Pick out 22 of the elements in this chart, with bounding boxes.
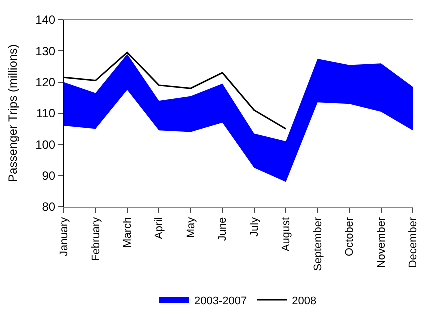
x-tick-label: August <box>280 217 293 252</box>
legend-label: 2008 <box>292 295 317 308</box>
x-tick-label: March <box>122 217 134 248</box>
x-tick-label: February <box>90 216 102 262</box>
x-tick-label: June <box>217 217 230 242</box>
y-tick-label: 90 <box>42 169 56 184</box>
y-tick-label: 110 <box>36 106 56 121</box>
x-tick-label: July <box>248 216 261 237</box>
y-tick-label: 120 <box>36 76 56 90</box>
y-tick-label: 80 <box>42 200 56 214</box>
x-tick-label: May <box>185 216 198 238</box>
x-tick-label: September <box>312 217 324 272</box>
legend-label: 2003-2007 <box>194 295 248 308</box>
x-tick-label: December <box>408 217 420 268</box>
x-tick-label: October <box>344 217 356 257</box>
y-tick-label: 140 <box>36 13 56 28</box>
y-tick-label: 100 <box>36 138 56 152</box>
x-tick-label: November <box>376 217 388 268</box>
x-tick-label: April <box>154 217 166 240</box>
x-tick-label: January <box>58 216 71 257</box>
y-tick-label: 130 <box>36 44 56 58</box>
y-axis-title: Passenger Trips (millions) <box>6 44 20 183</box>
